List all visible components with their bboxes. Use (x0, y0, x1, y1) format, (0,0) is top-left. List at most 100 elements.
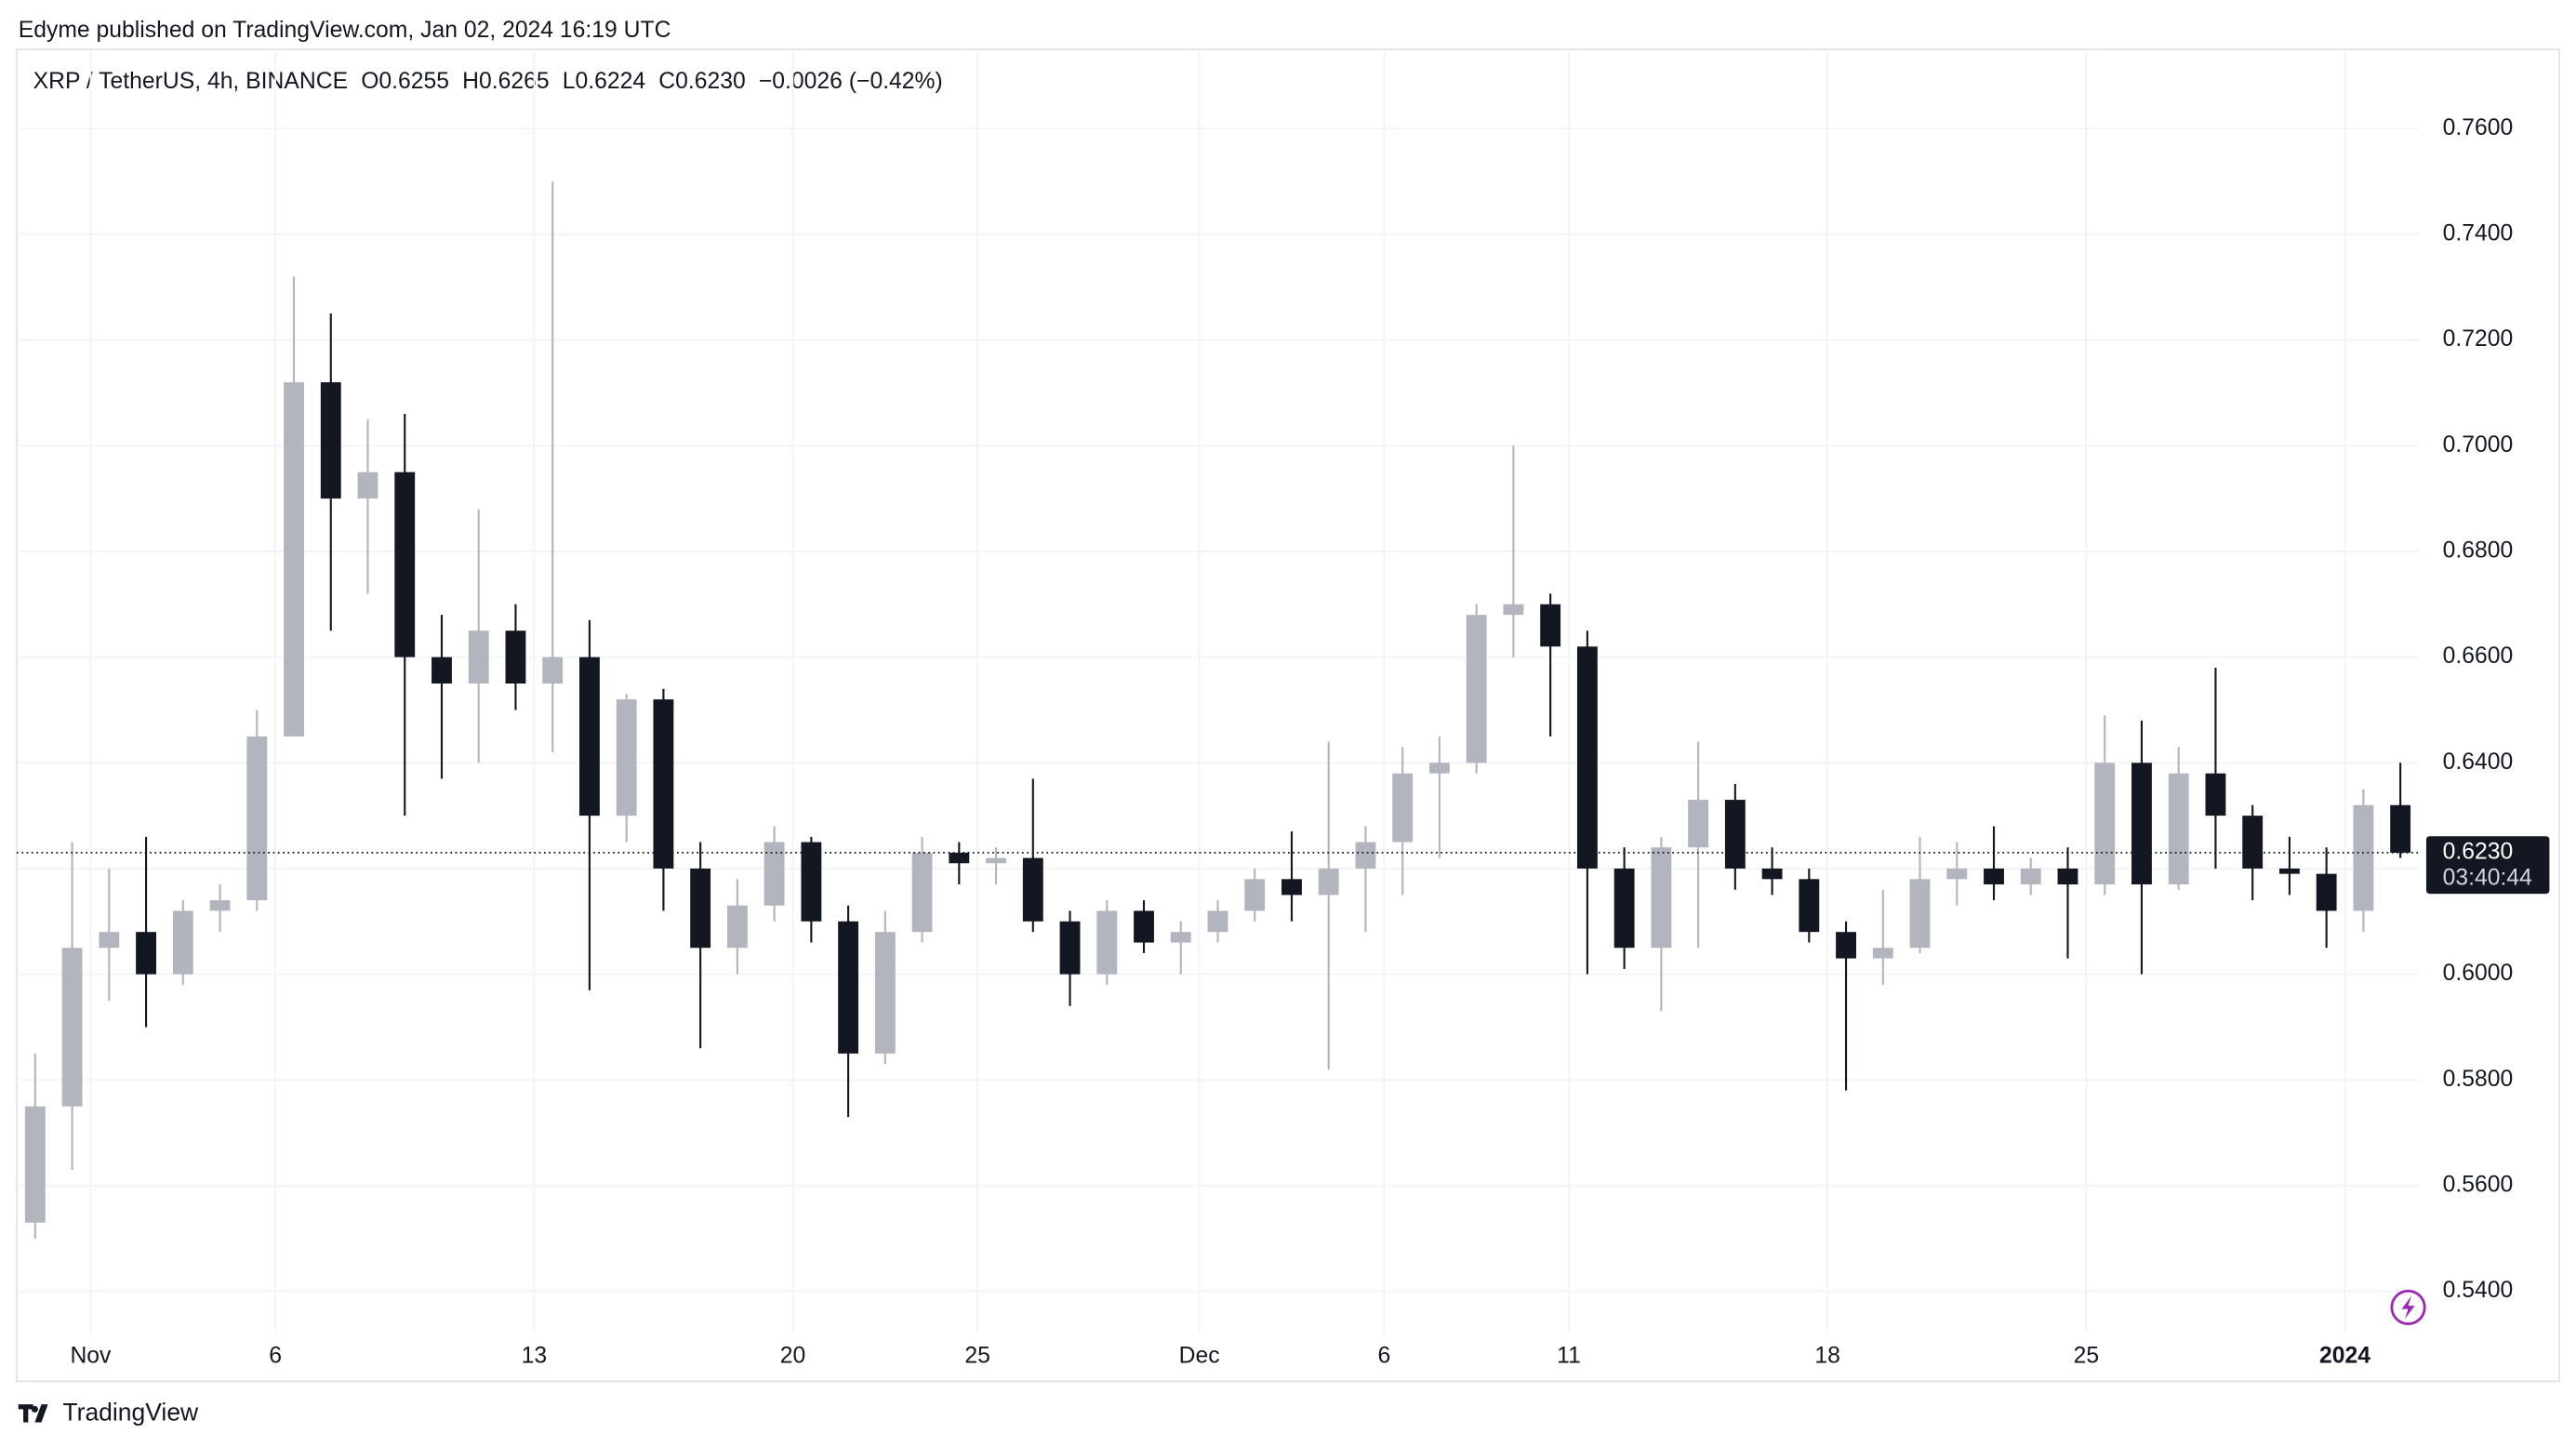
candle-body (1318, 868, 1339, 896)
candle-body (1761, 868, 1783, 880)
candle-body (1909, 879, 1931, 949)
y-tick-label: 0.6600 (2443, 644, 2514, 669)
candle-body (764, 842, 785, 906)
candle-body (690, 868, 711, 949)
ohlc-value: −0.0026 (−0.42%) (759, 69, 943, 94)
candle-body (209, 900, 231, 911)
candle-body (1688, 800, 1709, 848)
candle-body (1946, 868, 1968, 880)
candle-body (1392, 773, 1414, 843)
candle-body (1022, 857, 1043, 922)
candle-body (2242, 816, 2264, 869)
candle-body (2131, 763, 2152, 885)
candle-body (1872, 948, 1893, 959)
y-tick-label: 0.7400 (2443, 220, 2514, 246)
candle-body (320, 382, 341, 499)
candle-body (61, 948, 83, 1107)
y-tick-label: 0.6800 (2443, 538, 2514, 563)
candle-body (505, 631, 526, 684)
candle-body (99, 932, 120, 949)
ohlc-value: O0.6255 (361, 69, 449, 94)
candle-body (986, 857, 1006, 864)
candle-body (542, 657, 564, 684)
ohlc-value: C0.6230 (658, 69, 745, 94)
candle-body (1170, 932, 1191, 943)
candle-body (1576, 646, 1598, 869)
tv-logo (18, 1404, 48, 1423)
x-tick-label: 6 (269, 1343, 282, 1368)
candle-body (1134, 910, 1154, 943)
candle-body (2057, 868, 2078, 885)
y-tick-label: 0.5600 (2443, 1173, 2514, 1198)
candle-body (616, 699, 637, 816)
candle-body (801, 842, 822, 922)
candle-body (394, 471, 416, 657)
candle-body (1244, 879, 1266, 911)
last-price-box (2425, 836, 2550, 895)
candle-body (2205, 773, 2226, 816)
x-tick-label: 20 (780, 1343, 806, 1368)
candle-body (357, 471, 378, 499)
candle-body (172, 910, 193, 975)
candle-body (1540, 604, 1561, 647)
y-tick-label: 0.7200 (2443, 326, 2514, 352)
candle-body (246, 736, 268, 901)
candle-body (2278, 868, 2300, 874)
candle-body (432, 657, 452, 684)
y-tick-label: 0.5400 (2443, 1278, 2514, 1303)
chart-frame (16, 48, 2560, 1383)
last-price-label: 0.6230 (2443, 839, 2514, 864)
y-tick-label: 0.6000 (2443, 961, 2514, 986)
ohlc-value: H0.6265 (462, 69, 549, 94)
candle-body (1836, 932, 1856, 959)
x-tick-label: 25 (2074, 1343, 2099, 1368)
y-tick-label: 0.6400 (2443, 750, 2514, 775)
candle-body (1503, 604, 1524, 616)
candle-body (579, 657, 600, 816)
candle-body (2353, 804, 2374, 911)
candle-body (2020, 868, 2041, 885)
candle-body (1355, 842, 1376, 869)
candle-body (1281, 879, 1302, 896)
symbol: XRP / TetherUS, 4h, BINANCE (33, 69, 348, 94)
countdown: 03:40:44 (2443, 866, 2532, 891)
candle-body (726, 905, 748, 949)
candle-body (24, 1106, 46, 1223)
y-tick-label: 0.5800 (2443, 1067, 2514, 1092)
x-tick-label: 25 (964, 1343, 990, 1368)
candle-body (468, 631, 489, 684)
candle-body (1984, 868, 2004, 885)
candle-body (1651, 847, 1672, 949)
x-tick-label: Dec (1179, 1343, 1220, 1368)
x-tick-label: 13 (522, 1343, 548, 1368)
candle-body (2316, 873, 2337, 911)
x-tick-label: 18 (1814, 1343, 1839, 1368)
x-tick-label: 2024 (2319, 1343, 2370, 1368)
candle-body (284, 382, 304, 737)
candle-body (1207, 910, 1228, 933)
candle-body (2094, 763, 2116, 885)
footer-brand: TradingView (62, 1399, 199, 1427)
candle-body (838, 921, 859, 1054)
flash-icon (2390, 1289, 2426, 1325)
candle-body (949, 852, 970, 864)
candle-body (1799, 879, 1820, 933)
x-tick-label: 6 (1377, 1343, 1390, 1368)
y-tick-label: 0.7000 (2443, 432, 2514, 458)
y-tick-label: 0.7600 (2443, 115, 2514, 140)
candle-body (1724, 800, 1746, 869)
published-line: Edyme published on TradingView.com, Jan … (19, 18, 671, 43)
candle-body (1466, 615, 1487, 763)
candle-body (1613, 868, 1635, 949)
candle-body (653, 699, 674, 869)
candle-body (2168, 773, 2189, 885)
candle-body (136, 932, 156, 975)
candle-body (1096, 910, 1118, 975)
candle-body (1059, 921, 1081, 975)
x-tick-label: Nov (70, 1343, 112, 1368)
ohlc-legend: XRP / TetherUS, 4h, BINANCE O0.6255 H0.626… (33, 69, 943, 94)
x-tick-label: 11 (1557, 1343, 1581, 1368)
candle-body (1429, 763, 1450, 774)
candle-body (911, 852, 933, 933)
